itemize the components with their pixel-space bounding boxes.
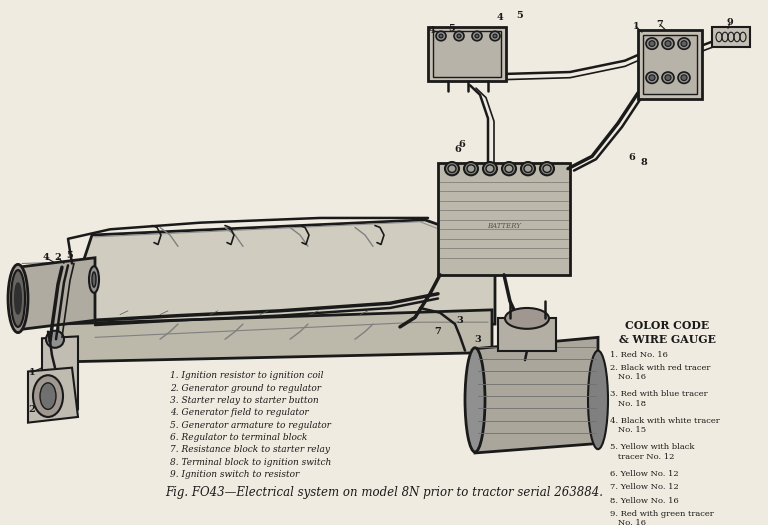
Text: Fig. FO43—Electrical system on model 8N prior to tractor serial 263884.: Fig. FO43—Electrical system on model 8N … bbox=[165, 486, 603, 499]
Polygon shape bbox=[58, 310, 492, 362]
Text: 5: 5 bbox=[449, 24, 455, 33]
Ellipse shape bbox=[649, 75, 655, 80]
Ellipse shape bbox=[15, 284, 21, 313]
Text: 4: 4 bbox=[497, 13, 503, 22]
Text: 6: 6 bbox=[458, 140, 465, 149]
Ellipse shape bbox=[540, 162, 554, 175]
Text: BATTERY: BATTERY bbox=[487, 222, 521, 229]
Text: 9. Ignition switch to resistor: 9. Ignition switch to resistor bbox=[170, 470, 300, 479]
Ellipse shape bbox=[505, 165, 513, 173]
Bar bbox=[643, 35, 697, 94]
Ellipse shape bbox=[467, 165, 475, 173]
Ellipse shape bbox=[490, 32, 500, 41]
Text: 2. Black with red tracer
   No. 16: 2. Black with red tracer No. 16 bbox=[610, 364, 710, 381]
Ellipse shape bbox=[665, 41, 671, 46]
Text: 1: 1 bbox=[633, 22, 639, 31]
Text: 8. Terminal block to ignition switch: 8. Terminal block to ignition switch bbox=[170, 458, 331, 467]
Ellipse shape bbox=[486, 165, 494, 173]
Ellipse shape bbox=[472, 32, 482, 41]
Text: 4. Generator field to regulator: 4. Generator field to regulator bbox=[170, 408, 309, 417]
Ellipse shape bbox=[646, 38, 658, 49]
Bar bbox=[498, 318, 556, 351]
Bar bbox=[712, 27, 750, 47]
Ellipse shape bbox=[457, 34, 461, 38]
Ellipse shape bbox=[681, 41, 687, 46]
Ellipse shape bbox=[46, 399, 64, 416]
Polygon shape bbox=[28, 368, 78, 423]
Bar bbox=[438, 163, 570, 275]
Text: 1. Red No. 16: 1. Red No. 16 bbox=[610, 351, 668, 359]
Text: 7. Resistance block to starter relay: 7. Resistance block to starter relay bbox=[170, 445, 330, 454]
Text: 8: 8 bbox=[641, 159, 647, 167]
Text: 4: 4 bbox=[429, 26, 435, 35]
Ellipse shape bbox=[662, 72, 674, 83]
Ellipse shape bbox=[89, 266, 99, 293]
Ellipse shape bbox=[521, 162, 535, 175]
Ellipse shape bbox=[524, 165, 532, 173]
Text: 6. Regulator to terminal block: 6. Regulator to terminal block bbox=[170, 433, 307, 442]
Bar bbox=[428, 27, 506, 81]
Ellipse shape bbox=[502, 162, 516, 175]
Ellipse shape bbox=[92, 272, 96, 287]
Ellipse shape bbox=[464, 162, 478, 175]
Text: 2. Generator ground to regulator: 2. Generator ground to regulator bbox=[170, 384, 321, 393]
Ellipse shape bbox=[33, 375, 63, 417]
Ellipse shape bbox=[649, 41, 655, 46]
Ellipse shape bbox=[11, 270, 25, 327]
Text: 5: 5 bbox=[67, 251, 74, 260]
Ellipse shape bbox=[543, 165, 551, 173]
Text: 5: 5 bbox=[517, 10, 523, 19]
Ellipse shape bbox=[646, 72, 658, 83]
Text: 4: 4 bbox=[43, 253, 49, 262]
Ellipse shape bbox=[662, 38, 674, 49]
Ellipse shape bbox=[678, 38, 690, 49]
Text: 3: 3 bbox=[457, 316, 463, 325]
Ellipse shape bbox=[454, 32, 464, 41]
Text: 2: 2 bbox=[55, 253, 61, 262]
Ellipse shape bbox=[8, 265, 28, 333]
Ellipse shape bbox=[465, 348, 485, 452]
Text: 6. Yellow No. 12: 6. Yellow No. 12 bbox=[610, 470, 679, 478]
Text: 6: 6 bbox=[629, 153, 635, 162]
Text: 3: 3 bbox=[475, 335, 482, 344]
Text: 7: 7 bbox=[657, 20, 664, 29]
Bar bbox=[638, 30, 702, 99]
Polygon shape bbox=[72, 220, 495, 339]
Ellipse shape bbox=[445, 162, 459, 175]
Text: 3. Red with blue tracer
   No. 18: 3. Red with blue tracer No. 18 bbox=[610, 391, 707, 408]
Text: 5. Yellow with black
   tracer No. 12: 5. Yellow with black tracer No. 12 bbox=[610, 444, 694, 461]
Text: 7. Yellow No. 12: 7. Yellow No. 12 bbox=[610, 484, 679, 491]
Ellipse shape bbox=[475, 34, 479, 38]
Ellipse shape bbox=[436, 32, 446, 41]
Text: 8. Yellow No. 16: 8. Yellow No. 16 bbox=[610, 497, 679, 505]
Text: 9. Red with green tracer
   No. 16: 9. Red with green tracer No. 16 bbox=[610, 510, 713, 525]
Ellipse shape bbox=[439, 34, 443, 38]
Polygon shape bbox=[475, 338, 598, 453]
Ellipse shape bbox=[678, 72, 690, 83]
Ellipse shape bbox=[46, 331, 64, 348]
Text: 3. Starter relay to starter button: 3. Starter relay to starter button bbox=[170, 396, 319, 405]
Text: 5. Generator armature to regulator: 5. Generator armature to regulator bbox=[170, 421, 331, 430]
Ellipse shape bbox=[588, 351, 608, 449]
Text: 1: 1 bbox=[28, 368, 35, 377]
Polygon shape bbox=[18, 258, 95, 330]
Polygon shape bbox=[42, 337, 78, 410]
Ellipse shape bbox=[40, 383, 56, 410]
Text: 9: 9 bbox=[727, 18, 733, 27]
Ellipse shape bbox=[493, 34, 497, 38]
Ellipse shape bbox=[681, 75, 687, 80]
Text: 2: 2 bbox=[28, 405, 35, 414]
Ellipse shape bbox=[448, 165, 456, 173]
Text: 1. Ignition resistor to ignition coil: 1. Ignition resistor to ignition coil bbox=[170, 372, 323, 381]
Text: COLOR CODE
& WIRE GAUGE: COLOR CODE & WIRE GAUGE bbox=[618, 320, 716, 345]
Text: 6: 6 bbox=[455, 145, 462, 154]
Ellipse shape bbox=[505, 308, 549, 329]
Bar bbox=[433, 32, 501, 77]
Text: 4. Black with white tracer
   No. 15: 4. Black with white tracer No. 15 bbox=[610, 417, 720, 435]
Ellipse shape bbox=[483, 162, 497, 175]
Text: 7: 7 bbox=[435, 327, 442, 336]
Ellipse shape bbox=[665, 75, 671, 80]
